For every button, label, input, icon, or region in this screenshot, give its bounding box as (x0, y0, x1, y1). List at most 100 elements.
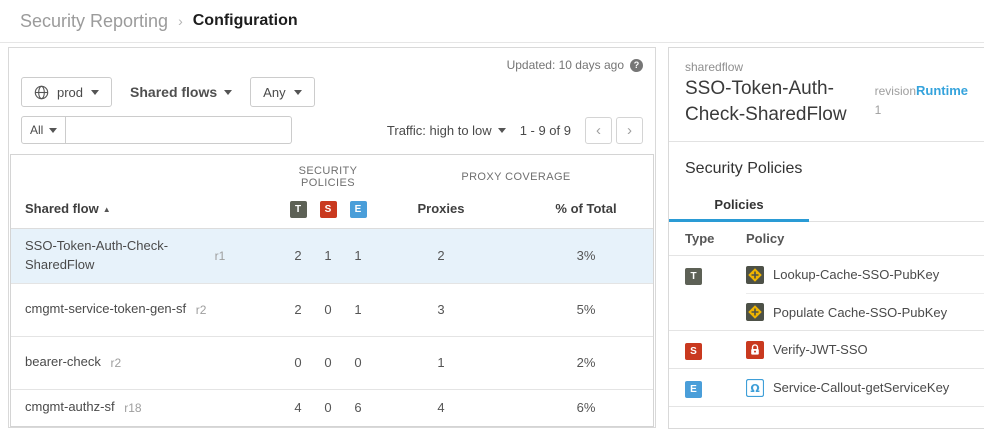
pct-of-total: 3% (576, 248, 596, 264)
policy-table-header: Type Policy (669, 222, 984, 257)
filter-area: Updated: 10 days ago ? prod (9, 48, 655, 144)
flow-name: cmgmt-authz-sf (25, 399, 115, 415)
scope-dropdown[interactable]: Shared flows (130, 84, 233, 100)
flow-revision: r18 (124, 400, 142, 415)
flows-panel: Updated: 10 days ago ? prod (8, 47, 656, 429)
extension-count: 1 (354, 248, 362, 264)
column-header-extension: E (343, 199, 373, 218)
traffic-sort-label: Traffic: high to low (386, 122, 492, 138)
column-header-proxies: Proxies (417, 201, 465, 216)
traffic-count: 2 (294, 302, 302, 318)
caret-down-icon (91, 89, 100, 95)
lock-policy-icon (746, 340, 764, 359)
security-count: 0 (324, 302, 332, 318)
column-header-policy: Policy (746, 231, 785, 247)
main-area: Updated: 10 days ago ? prod (0, 43, 984, 429)
security-badge-icon: S (685, 343, 702, 361)
security-policies-heading: Security Policies (685, 160, 803, 178)
policy-item[interactable]: Verify-JWT-SSO (746, 331, 984, 368)
page-title: Configuration (192, 12, 298, 29)
filter-row-primary: prod Shared flows Any (21, 77, 643, 107)
table-row[interactable]: bearer-check r2 0 0 0 1 2% (11, 335, 653, 389)
traffic-count: 0 (294, 355, 302, 371)
list-controls: Traffic: high to low 1 - 9 of 9 ‹ › (387, 116, 643, 144)
extension-count: 0 (354, 355, 362, 371)
column-header-traffic: T (283, 199, 313, 218)
policy-item[interactable]: Ω Service-Callout-getServiceKey (746, 369, 984, 406)
policy-group-traffic: T Lookup-Cache-SSO-PubKey Populate Cache… (669, 256, 984, 332)
pct-of-total: 5% (576, 302, 596, 318)
traffic-sort-dropdown[interactable]: Traffic: high to low (387, 123, 506, 138)
column-header-pct-total: % of Total (555, 201, 617, 216)
caret-down-icon (293, 89, 302, 95)
scope-label: Shared flows (130, 84, 218, 100)
sort-ascending-icon: ▲ (102, 205, 111, 214)
detail-panel: sharedflow SSO-Token-Auth-Check-SharedFl… (668, 47, 984, 429)
help-icon[interactable]: ? (630, 58, 643, 72)
service-callout-policy-icon: Ω (746, 378, 764, 397)
breadcrumb-parent-link[interactable]: Security Reporting (20, 10, 169, 31)
tab-policies[interactable]: Policies (669, 192, 809, 223)
environment-dropdown[interactable]: prod (21, 77, 113, 107)
policy-item[interactable]: Populate Cache-SSO-PubKey (746, 293, 984, 330)
updated-row: Updated: 10 days ago ? (21, 56, 643, 74)
flows-card: Updated: 10 days ago ? prod (8, 47, 656, 428)
column-header-type: Type (685, 231, 715, 247)
pct-of-total: 6% (576, 400, 596, 416)
breadcrumb: Security Reporting › Configuration (0, 0, 984, 43)
proxies-count: 4 (437, 400, 445, 416)
security-policies-group-header: SECURITY POLICIES (298, 165, 358, 189)
next-page-button[interactable]: › (616, 116, 643, 144)
policy-item[interactable]: Lookup-Cache-SSO-PubKey (746, 256, 984, 293)
table-row[interactable]: cmgmt-service-token-gen-sf r2 2 0 1 3 5% (11, 282, 653, 336)
extension-count: 6 (354, 400, 362, 416)
table-row[interactable]: SSO-Token-Auth-Check-SharedFlow r1 2 1 1… (11, 229, 653, 283)
pagination-info: 1 - 9 of 9 (519, 122, 571, 138)
cache-policy-icon (746, 265, 764, 284)
caret-down-icon (224, 89, 233, 95)
policy-name: Lookup-Cache-SSO-PubKey (773, 267, 940, 283)
flow-revision: r2 (195, 302, 207, 317)
cache-policy-icon (746, 303, 764, 322)
flow-name: bearer-check (25, 354, 101, 370)
policy-group-security: S Verify-JWT-SSO (669, 331, 984, 370)
flow-revision: r1 (214, 248, 226, 263)
pct-of-total: 2% (576, 355, 596, 371)
flow-name: cmgmt-service-token-gen-sf (25, 301, 187, 317)
traffic-count: 4 (294, 400, 302, 416)
environment-label: prod (57, 84, 84, 100)
column-header-security: S (313, 199, 343, 218)
any-filter-dropdown[interactable]: Any (250, 77, 315, 107)
table-row[interactable]: cmgmt-authz-sf r18 4 0 6 4 6% (11, 388, 653, 426)
breadcrumb-separator: › (178, 13, 183, 29)
policy-group-extension: E Ω Service-Callout-getServiceKey (669, 369, 984, 408)
caret-down-icon (497, 127, 506, 133)
traffic-count: 2 (294, 248, 302, 264)
proxies-count: 1 (437, 355, 445, 371)
globe-icon (34, 85, 49, 100)
search-scope-label: All (30, 123, 44, 137)
search-scope-dropdown[interactable]: All (21, 116, 67, 144)
table-group-header: SECURITY POLICIES PROXY COVERAGE (11, 155, 653, 189)
security-count: 1 (324, 248, 332, 264)
policy-name: Populate Cache-SSO-PubKey (773, 304, 948, 320)
policy-name: Service-Callout-getServiceKey (773, 380, 950, 396)
detail-header: sharedflow SSO-Token-Auth-Check-SharedFl… (669, 48, 984, 143)
runtime-link[interactable]: Runtime (916, 83, 968, 98)
security-count: 0 (324, 355, 332, 371)
security-badge-icon: S (319, 201, 337, 218)
revision-label: revision (874, 84, 916, 98)
extension-badge-icon: E (349, 201, 367, 218)
policy-name: Verify-JWT-SSO (773, 342, 868, 358)
filter-row-secondary: All Traffic: high to low 1 - 9 of 9 ‹ › (21, 116, 643, 144)
prev-page-button[interactable]: ‹ (585, 116, 612, 144)
flow-name: SSO-Token-Auth-Check-SharedFlow (25, 238, 169, 272)
extension-badge-icon: E (685, 381, 702, 399)
detail-kind-label: sharedflow (685, 60, 744, 74)
pagination-buttons: ‹ › (585, 116, 643, 144)
revision-value: 1 (874, 102, 882, 117)
detail-tabbar: Policies (669, 192, 984, 223)
proxies-count: 2 (437, 248, 445, 264)
search-input[interactable] (66, 116, 293, 144)
column-header-shared-flow[interactable]: Shared flow ▲ (25, 201, 111, 216)
